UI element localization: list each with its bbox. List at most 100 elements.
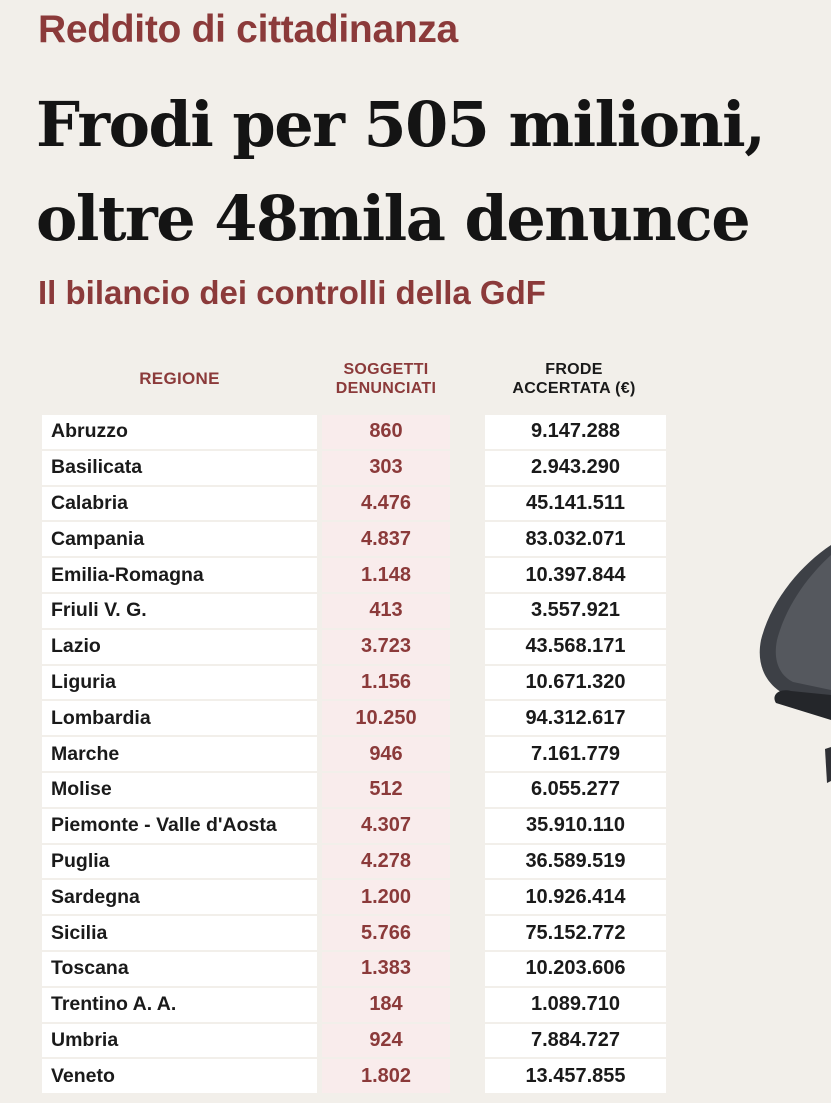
region-cell: Umbria [51,1028,119,1051]
frode-cell-bg [485,772,666,807]
region-cell-bg [42,522,317,557]
soggetti-cell: 5.766 [360,921,412,944]
region-cell: Marche [51,742,120,765]
region-cell-bg [42,916,317,950]
region-cell: Abruzzo [51,420,128,443]
frode-cell: 1.089.710 [531,993,620,1016]
frode-cell-bg [485,916,666,950]
soggetti-cell-bg [322,629,450,664]
region-cell-bg [42,665,317,700]
column-header-frode-line-1: FRODE [545,361,603,378]
headline: Frodi per 505 milioni, oltre 48mila denu… [36,78,766,266]
subheadline: Il bilancio dei controlli della GdF [38,274,546,311]
region-cell-bg [42,593,317,628]
region-cell-bg [42,987,317,1022]
region-cell: Sardegna [51,885,140,908]
table-row: Calabria 4.476 45.141.511 [42,486,666,523]
region-cell-bg [42,808,317,843]
frode-cell-bg [485,987,666,1022]
soggetti-cell: 860 [369,420,403,443]
frode-cell: 83.032.071 [525,527,626,550]
region-cell: Emilia-Romagna [51,563,204,586]
frode-cell: 13.457.855 [525,1064,626,1087]
region-cell-bg [42,1023,317,1058]
table-row: Veneto 1.802 13.457.855 [42,1059,666,1095]
soggetti-cell: 512 [369,778,403,801]
frode-cell: 10.203.606 [525,957,626,980]
soggetti-cell-bg [322,486,450,521]
table-row: Friuli V. G. 413 3.557.921 [42,593,666,630]
region-cell: Campania [51,527,145,550]
frode-cell-bg [485,486,666,521]
region-cell: Sicilia [51,921,108,944]
table-row: Abruzzo 860 9.147.288 [42,415,666,451]
soggetti-cell: 4.278 [360,849,412,872]
soggetti-cell: 1.156 [360,670,412,693]
region-cell-bg [42,772,317,807]
table-row: Campania 4.837 83.032.071 [42,522,666,558]
frode-cell: 10.397.844 [525,563,626,586]
region-cell-bg [42,844,317,879]
region-cell: Basilicata [51,456,143,479]
frode-cell: 2.943.290 [531,456,620,479]
frode-cell: 94.312.617 [525,706,626,729]
frode-cell: 6.055.277 [531,778,620,801]
soggetti-cell-bg [322,880,450,915]
region-cell-bg [42,415,317,449]
table-row: Umbria 924 7.884.727 [42,1023,666,1060]
frode-cell-bg [485,1023,666,1058]
region-cell-bg [42,629,317,664]
table-row: Basilicata 303 2.943.290 [42,450,666,487]
soggetti-cell: 4.476 [360,491,412,514]
frode-cell: 45.141.511 [526,491,625,514]
officer-badge-fragment [825,747,831,783]
column-header-region: REGIONE [42,369,317,388]
region-cell-bg [42,558,317,592]
frode-cell-bg [485,450,666,485]
data-table: Abruzzo 860 9.147.288 Basilicata 303 2.943.29… [42,415,666,1095]
frode-cell-bg [485,522,666,557]
soggetti-cell-bg [322,916,450,950]
table-row: Liguria 1.156 10.671.320 [42,665,666,702]
soggetti-cell-bg [322,808,450,843]
soggetti-cell-bg [322,450,450,485]
soggetti-cell-bg [322,844,450,879]
region-cell-bg [42,486,317,521]
table-row: Toscana 1.383 10.203.606 [42,951,666,988]
soggetti-cell-bg [322,665,450,700]
frode-cell: 10.926.414 [525,885,626,908]
frode-cell-bg [485,665,666,700]
table-row: Sicilia 5.766 75.152.772 [42,916,666,952]
soggetti-cell: 3.723 [360,635,412,658]
column-header-soggetti-line-1: SOGGETTI [343,361,429,378]
frode-cell-bg [485,701,666,736]
column-header-soggetti: SOGGETTI DENUNCIATI [322,360,450,398]
frode-cell-bg [485,737,666,771]
frode-cell: 10.671.320 [525,670,626,693]
region-cell: Puglia [51,849,110,872]
frode-cell-bg [485,593,666,628]
region-cell: Trentino A. A. [51,993,177,1016]
table-row: Trentino A. A. 184 1.089.710 [42,987,666,1024]
soggetti-cell: 1.148 [360,563,412,586]
region-cell-bg [42,880,317,915]
frode-cell-bg [485,880,666,915]
frode-cell: 36.589.519 [525,849,626,872]
soggetti-cell-bg [322,987,450,1022]
frode-cell: 3.557.921 [531,599,620,622]
frode-cell: 7.161.779 [531,742,620,765]
region-cell: Friuli V. G. [51,599,147,622]
region-cell: Piemonte - Valle d'Aosta [51,814,277,837]
soggetti-cell: 413 [369,599,403,622]
table-row: Piemonte - Valle d'Aosta 4.307 35.910.110 [42,808,666,845]
table-row: Lazio 3.723 43.568.171 [42,629,666,666]
frode-cell: 7.884.727 [531,1028,620,1051]
column-header-frode: FRODE ACCERTATA (€) [484,360,664,398]
soggetti-cell: 303 [369,456,403,479]
soggetti-cell: 1.802 [360,1064,412,1087]
frode-cell-bg [485,629,666,664]
headline-line-2: oltre 48mila denunce [36,182,751,255]
soggetti-cell: 924 [369,1028,403,1051]
frode-cell-bg [485,808,666,843]
soggetti-cell: 1.200 [360,885,412,908]
